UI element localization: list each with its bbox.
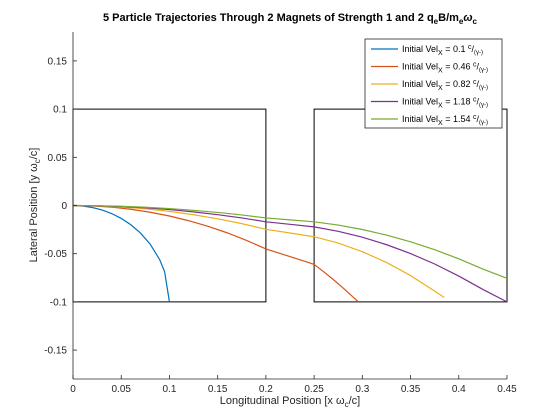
y-tick-label: 0.15: [48, 56, 68, 67]
legend-label-part: (γ-): [479, 85, 488, 91]
legend-label-part: X: [438, 103, 443, 110]
chart-title: 5 Particle Trajectories Through 2 Magnet…: [103, 12, 478, 26]
x-ticks: 0 0.05 0.1 0.15 0.2 0.25 0.3 0.35 0.4 0.45: [70, 375, 517, 395]
y-axis-label-end: /c]: [28, 148, 40, 160]
legend-label-part: Initial Vel: [402, 114, 438, 124]
x-tick-label: 0.4: [452, 384, 466, 395]
legend-label-3: Initial VelX = 0.82 c/(γ-): [402, 79, 488, 92]
chart-title-mid: B/m: [438, 12, 459, 24]
y-tick-label: 0.05: [48, 153, 68, 164]
legend-label-part: c: [473, 62, 477, 69]
legend-label-part: = 1.18: [443, 97, 473, 107]
legend-label-part: (γ-): [479, 68, 488, 74]
x-tick-label: 0.1: [162, 384, 176, 395]
y-tick-label: 0: [61, 201, 67, 212]
legend-label-part: (γ-): [479, 120, 488, 126]
legend: Initial VelX = 0.1 c/(γ-)Initial VelX = …: [364, 38, 503, 129]
y-axis-label-main: Lateral Position [y ω: [28, 163, 40, 262]
legend-label-part: /: [476, 62, 479, 72]
legend-label-1: Initial VelX = 0.1 c/(γ-): [402, 44, 483, 57]
y-axis-label: Lateral Position [y ωc/c]: [28, 148, 42, 263]
y-tick-label: -0.05: [44, 249, 67, 260]
x-tick-label: 0.2: [259, 384, 273, 395]
legend-label-part: Initial Vel: [402, 44, 438, 54]
legend-label-4: Initial VelX = 1.18 c/(γ-): [402, 97, 488, 110]
legend-label-part: /: [476, 97, 479, 107]
y-tick-label: -0.1: [50, 297, 68, 308]
x-axis-label: Longitudinal Position [x ωc/c]: [220, 395, 360, 409]
legend-label-part: X: [438, 50, 443, 57]
y-ticks: -0.15 -0.1 -0.05 0 0.05 0.1 0.15: [44, 56, 77, 357]
legend-label-2: Initial VelX = 0.46 c/(γ-): [402, 62, 488, 75]
x-tick-label: 0.45: [497, 384, 517, 395]
series-line-2: [72, 204, 359, 303]
trajectory-series: [72, 204, 508, 303]
legend-label-part: = 0.1: [443, 44, 468, 54]
legend-label-part: = 0.46: [443, 62, 473, 72]
series-line-3: [72, 204, 445, 299]
x-tick-label: 0.25: [304, 384, 324, 395]
legend-label-part: X: [438, 68, 443, 75]
series-line-1: [72, 204, 171, 302]
legend-label-part: (γ-): [479, 103, 488, 109]
legend-label-part: = 1.54: [443, 114, 473, 124]
x-tick-label: 0.3: [355, 384, 369, 395]
y-axis-label-sub: c: [33, 159, 42, 163]
x-axis-label-sub: c: [345, 400, 349, 409]
legend-label-part: Initial Vel: [402, 97, 438, 107]
legend-label-part: c: [468, 44, 472, 51]
chart-title-sub-qe: e: [434, 17, 439, 26]
legend-label-5: Initial VelX = 1.54 c/(γ-): [402, 114, 488, 127]
legend-label-part: /: [476, 114, 479, 124]
y-tick-label: 0.1: [53, 105, 67, 116]
legend-label-part: c: [473, 114, 477, 121]
series-line-5: [72, 204, 508, 279]
x-tick-label: 0.35: [401, 384, 421, 395]
chart-title-main: 5 Particle Trajectories Through 2 Magnet…: [103, 12, 434, 24]
x-axis-label-end: /c]: [349, 395, 361, 407]
x-tick-label: 0.15: [208, 384, 228, 395]
x-axis-label-main: Longitudinal Position [x ω: [220, 395, 345, 407]
chart-title-sub-c: c: [473, 17, 478, 26]
legend-label-part: = 0.82: [443, 79, 473, 89]
legend-label-part: Initial Vel: [402, 79, 438, 89]
legend-label-part: /: [476, 79, 479, 89]
y-tick-label: -0.15: [44, 346, 67, 357]
legend-label-part: /: [471, 44, 474, 54]
legend-label-part: X: [438, 120, 443, 127]
legend-label-part: c: [473, 79, 477, 86]
x-tick-label: 0: [70, 384, 76, 395]
chart-title-omega: ω: [463, 12, 472, 24]
legend-label-part: (γ-): [474, 50, 483, 56]
legend-label-part: X: [438, 85, 443, 92]
legend-label-part: c: [473, 97, 477, 104]
chart-title-sub-me: e: [459, 17, 464, 26]
x-tick-label: 0.05: [111, 384, 131, 395]
legend-label-part: Initial Vel: [402, 62, 438, 72]
